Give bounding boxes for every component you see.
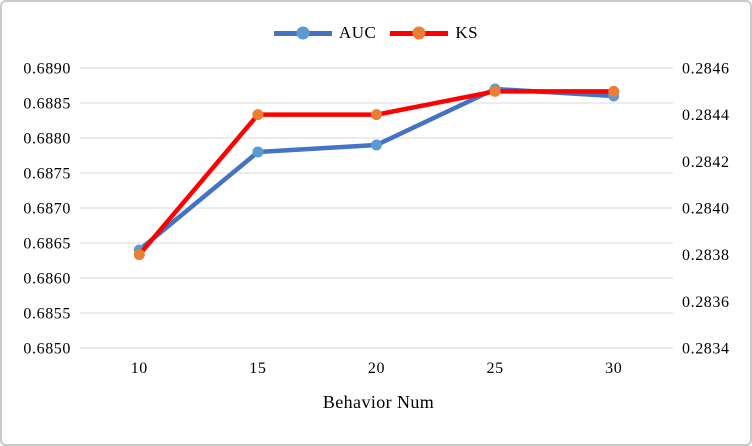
auc-line-swatch [273, 26, 332, 40]
left-axis-tick: 0.6865 [23, 236, 71, 253]
x-axis-tick: 30 [605, 360, 622, 377]
data-point-ks [252, 109, 264, 121]
left-axis-tick: 0.6860 [23, 271, 71, 288]
left-axis-tick: 0.6855 [23, 306, 71, 323]
right-axis-tick: 0.2834 [682, 341, 730, 358]
right-axis-tick: 0.2840 [682, 201, 730, 218]
right-axis-tick: 0.2838 [682, 247, 730, 264]
x-axis-tick: 20 [368, 360, 385, 377]
data-point-auc [371, 139, 382, 151]
right-axis-tick: 0.2844 [682, 107, 730, 124]
x-axis-tick: 10 [131, 360, 148, 377]
x-axis-tick: 25 [486, 360, 503, 377]
legend: AUC KS [2, 23, 750, 43]
left-axis-tick: 0.6890 [23, 61, 71, 78]
right-axis-tick: 0.2846 [682, 61, 730, 78]
left-axis-tick: 0.6880 [23, 131, 71, 148]
right-axis-tick: 0.2836 [682, 294, 730, 311]
data-point-ks [371, 109, 382, 121]
auc-marker-icon [296, 26, 310, 40]
data-point-auc [252, 146, 264, 158]
x-axis-title: Behavior Num [322, 392, 435, 412]
legend-label-auc: AUC [338, 23, 377, 42]
data-point-ks [608, 85, 620, 97]
legend-item-auc: AUC [273, 23, 377, 43]
x-axis-tick: 15 [249, 360, 266, 377]
data-point-ks [489, 85, 501, 97]
left-axis-tick: 0.6875 [23, 166, 71, 183]
left-axis-tick: 0.6885 [23, 96, 71, 113]
data-point-ks [133, 249, 145, 261]
ks-line-swatch [390, 26, 449, 40]
legend-label-ks: KS [455, 23, 479, 42]
legend-item-ks: KS [390, 23, 478, 43]
left-axis-tick: 0.6850 [23, 341, 71, 358]
right-axis-tick: 0.2842 [682, 154, 730, 171]
left-axis-tick: 0.6870 [23, 201, 71, 218]
ks-marker-icon [412, 26, 426, 40]
